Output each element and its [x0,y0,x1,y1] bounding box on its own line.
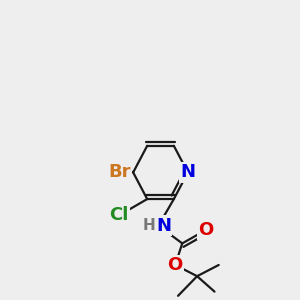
Text: N: N [180,164,195,181]
Text: N: N [156,217,171,235]
Text: H: H [142,218,155,233]
Text: Cl: Cl [110,206,129,224]
Text: O: O [168,256,183,274]
Text: Br: Br [108,164,130,181]
Text: O: O [199,221,214,239]
